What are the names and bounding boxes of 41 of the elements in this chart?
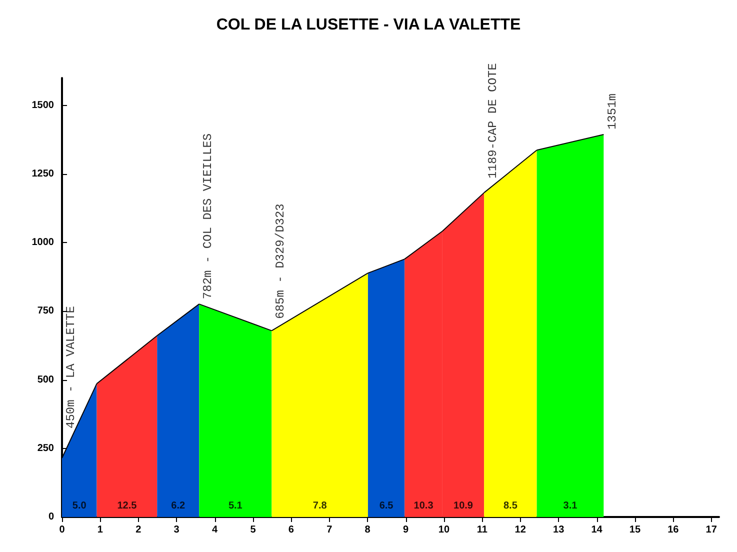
annotation: 5.1 <box>228 500 243 512</box>
x-tick-label: 15 <box>629 524 641 536</box>
annotation: 10.3 <box>414 500 434 512</box>
x-tick-label: 1 <box>97 524 104 536</box>
x-tick-label: 3 <box>174 524 180 536</box>
x-tick-label: 0 <box>59 524 66 536</box>
annotation: 6.2 <box>171 500 186 512</box>
x-tick-label: 16 <box>668 524 680 536</box>
y-tick-label: 0 <box>48 512 54 522</box>
x-tick-label: 11 <box>476 524 488 536</box>
annotation: 8.5 <box>503 500 518 512</box>
x-tick-label: 12 <box>514 524 526 536</box>
annotation: 5.0 <box>72 500 87 512</box>
annotation: 450m - LA VALETTE <box>64 306 78 428</box>
annotation: 1189-CAP DE COTE <box>486 63 500 178</box>
x-tick-label: 6 <box>288 524 294 536</box>
annotation: 10.9 <box>454 500 474 512</box>
y-tick-label: 500 <box>37 374 54 386</box>
annotation: 685m - D329/D323 <box>274 204 288 319</box>
annotation: 782m - COL DES VIEILLES <box>201 133 216 300</box>
y-tick-label: 1250 <box>32 168 54 180</box>
x-tick-label: 4 <box>212 524 218 536</box>
x-tick-label: 14 <box>591 524 603 536</box>
y-tick-label: 1500 <box>32 100 54 111</box>
annotation: 3.1 <box>563 500 578 512</box>
x-tick-label: 9 <box>403 524 409 536</box>
x-tick-label: 10 <box>438 524 450 536</box>
x-tick-label: 17 <box>706 524 718 536</box>
annotation: 12.5 <box>117 500 138 512</box>
x-tick-label: 5 <box>250 524 256 536</box>
annotation: 1351m <box>606 94 620 130</box>
y-tick-label: 1000 <box>32 237 54 248</box>
x-tick-label: 13 <box>553 524 565 536</box>
y-tick-label: 750 <box>37 306 54 317</box>
x-tick-label: 2 <box>136 524 142 536</box>
chart-title: COL DE LA LUSETTE - VIA LA VALETTE <box>216 16 521 34</box>
y-tick-label: 250 <box>37 442 54 454</box>
annotation: 6.5 <box>379 500 394 512</box>
annotation: 7.8 <box>312 500 328 512</box>
x-tick-label: 7 <box>326 524 333 536</box>
x-tick-label: 8 <box>364 524 371 536</box>
